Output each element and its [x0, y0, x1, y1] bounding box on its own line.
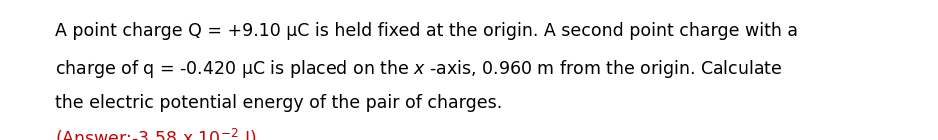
Text: the electric potential energy of the pair of charges.: the electric potential energy of the pai…: [55, 94, 502, 112]
Text: A point charge Q = +9.10 μC is held fixed at the origin. A second point charge w: A point charge Q = +9.10 μC is held fixe…: [55, 22, 798, 40]
Text: (Answer:-3.58 x 10$^{-2}$ J): (Answer:-3.58 x 10$^{-2}$ J): [55, 127, 256, 140]
Text: charge of q = -0.420 μC is placed on the $x$ -axis, 0.960 m from the origin. Cal: charge of q = -0.420 μC is placed on the…: [55, 58, 782, 80]
